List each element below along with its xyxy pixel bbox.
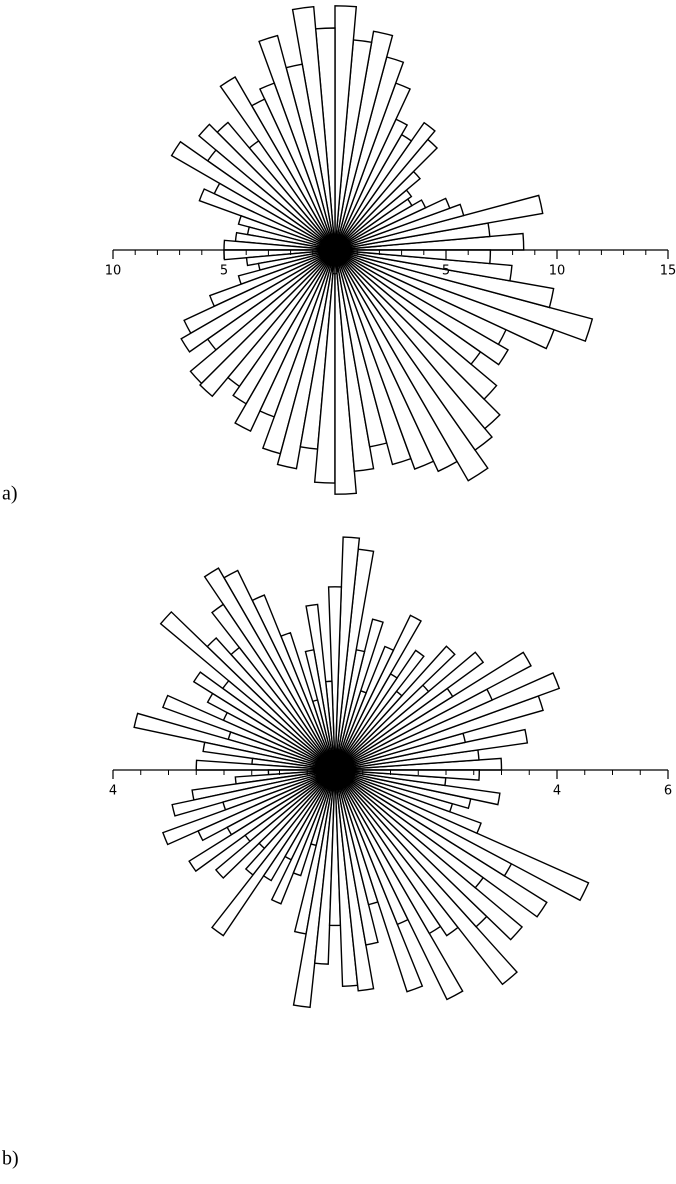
petal [334, 249, 594, 343]
petal [170, 140, 336, 251]
petal [334, 651, 532, 771]
petal [334, 249, 493, 452]
petal [133, 712, 336, 771]
petal [197, 123, 336, 251]
petal [199, 249, 336, 398]
petal [219, 76, 336, 251]
petal [276, 249, 336, 470]
petal [202, 741, 336, 771]
petal [334, 618, 384, 771]
petal [334, 249, 489, 482]
petal [327, 586, 343, 771]
petal [292, 769, 336, 877]
petal [334, 536, 361, 771]
petal [334, 769, 518, 986]
petal [203, 567, 336, 771]
x-tick-label: 6 [664, 784, 672, 799]
x-tick-label: 10 [549, 264, 566, 279]
petal [270, 769, 336, 905]
petal [292, 769, 336, 1009]
petal [334, 769, 482, 835]
petal [334, 769, 501, 806]
x-tick-label: 15 [660, 264, 676, 279]
petal [334, 769, 524, 941]
petal [334, 5, 358, 251]
x-tick-label: 4 [109, 784, 117, 799]
petal [262, 769, 336, 882]
petal [334, 651, 485, 771]
x-tick-label: 5 [220, 264, 228, 279]
petal [334, 645, 456, 771]
petal [159, 610, 336, 771]
petal [192, 671, 336, 771]
petal [206, 692, 336, 771]
petal [334, 249, 501, 430]
petal [334, 769, 548, 918]
petal [334, 30, 394, 251]
x-tick-label: 4 [553, 784, 561, 799]
petal [334, 649, 425, 771]
petal [161, 694, 336, 771]
petal [334, 645, 395, 771]
petal [334, 769, 590, 902]
petal [234, 249, 336, 433]
petal [214, 769, 336, 879]
petal [334, 769, 464, 1001]
petal [334, 249, 555, 309]
petal [211, 769, 336, 937]
petal [237, 214, 336, 251]
panel-label: a) [2, 483, 18, 505]
petal [334, 614, 422, 771]
panel-label: b) [2, 1148, 19, 1170]
petal [334, 121, 436, 251]
petal [188, 769, 336, 873]
petal [313, 769, 336, 965]
petal [334, 249, 498, 401]
x-tick-label: 10 [105, 264, 122, 279]
x-tick-label: 5 [442, 264, 450, 279]
petal [198, 188, 336, 251]
petal [211, 603, 336, 771]
x-tick-label: 0 [331, 264, 339, 279]
petal [334, 249, 513, 282]
petal [334, 249, 509, 366]
petal [180, 249, 336, 353]
